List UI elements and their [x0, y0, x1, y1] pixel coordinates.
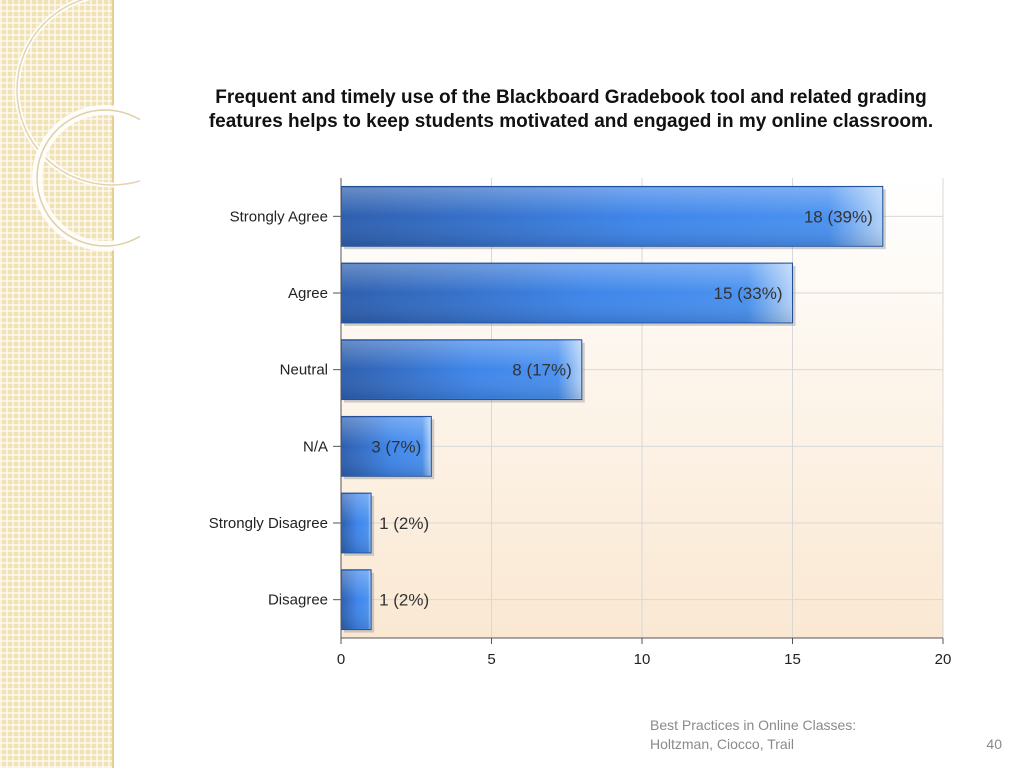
bars — [340, 185, 886, 633]
footer-line-2: Holtzman, Ciocco, Trail — [650, 736, 794, 752]
data-label: 8 (17%) — [512, 361, 572, 380]
footer-line-1: Best Practices in Online Classes: — [650, 717, 857, 733]
category-label: Agree — [288, 285, 328, 302]
bar-sheen — [342, 264, 792, 322]
bar-sheen — [342, 494, 371, 552]
x-tick-label: 5 — [487, 651, 495, 668]
bar-sheen — [342, 570, 371, 629]
data-label: 15 (33%) — [714, 284, 783, 303]
category-label: Strongly Agree — [230, 208, 328, 225]
x-tick-label: 15 — [784, 651, 801, 668]
chart-title: Frequent and timely use of the Blackboar… — [208, 87, 934, 132]
data-label: 3 (7%) — [371, 437, 421, 456]
x-tick-label: 0 — [337, 651, 345, 668]
bar-sheen — [342, 187, 882, 246]
labels: 0 5 10 15 20 Strongly Agree 18 (39%) Agree 15 (3… — [209, 207, 952, 668]
data-label: 1 (2%) — [379, 591, 429, 610]
footer-citation: Best Practices in Online Classes: Holtzm… — [650, 716, 856, 754]
category-label: Neutral — [280, 362, 328, 379]
page-number: 40 — [986, 736, 1002, 752]
category-label: Strongly Disagree — [209, 515, 328, 532]
bar-sheen — [342, 417, 431, 476]
bar-sheen — [342, 340, 581, 399]
x-tick-label: 20 — [935, 651, 952, 668]
axes — [333, 178, 944, 644]
data-label: 18 (39%) — [804, 207, 873, 226]
category-label: N/A — [303, 438, 328, 455]
data-label: 1 (2%) — [379, 514, 429, 533]
x-tick-label: 10 — [634, 651, 651, 668]
decorative-rings — [14, 0, 140, 251]
category-label: Disagree — [268, 592, 328, 609]
bar-chart: 0 5 10 15 20 Strongly Agree 18 (39%) Agree 15 (3… — [209, 178, 952, 668]
